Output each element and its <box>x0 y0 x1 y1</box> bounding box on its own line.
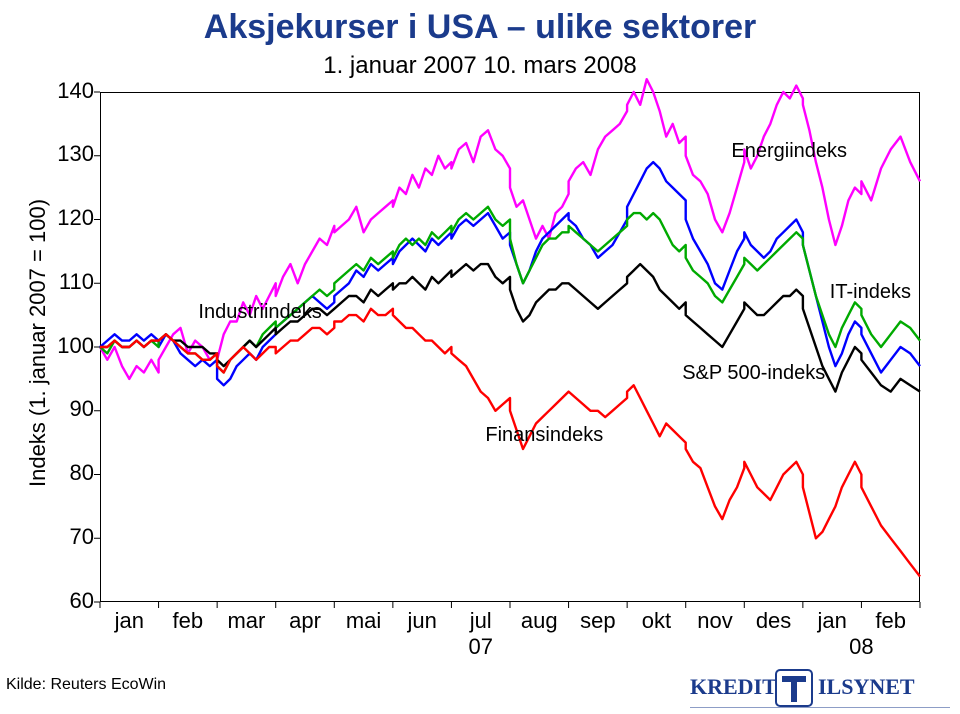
chart-subtitle: 1. januar 2007 10. mars 2008 <box>0 52 960 80</box>
x-tick-label: feb <box>871 608 911 634</box>
y-tick-label: 90 <box>44 396 94 422</box>
x-tick-label: jun <box>402 608 442 634</box>
source-credit: Kilde: Reuters EcoWin <box>6 676 166 694</box>
series-label: IT-indeks <box>830 281 911 304</box>
chart-title: Aksjekurser i USA – ulike sektorer <box>0 8 960 47</box>
y-tick-label: 130 <box>44 141 94 167</box>
x-tick-label: sep <box>578 608 618 634</box>
y-tick-label: 80 <box>44 460 94 486</box>
x-year-label: 07 <box>466 634 496 660</box>
series-label: S&P 500-indeks <box>682 362 825 385</box>
y-tick-label: 110 <box>44 269 94 295</box>
logo-t-icon <box>776 670 812 706</box>
x-year-label: 08 <box>846 634 876 660</box>
x-tick-label: aug <box>519 608 559 634</box>
logo-svg: KREDIT ILSYNET <box>690 668 950 708</box>
x-tick-label: nov <box>695 608 735 634</box>
logo-right-text: ILSYNET <box>818 674 915 699</box>
series-label: Energiindeks <box>731 140 847 163</box>
y-tick-label: 140 <box>44 78 94 104</box>
page: Aksjekurser i USA – ulike sektorer 1. ja… <box>0 0 960 714</box>
series-label: Finansindeks <box>485 424 603 447</box>
y-tick-label: 60 <box>44 588 94 614</box>
kredittilsynet-logo: KREDIT ILSYNET <box>690 668 950 708</box>
series-line <box>100 162 920 385</box>
x-tick-label: apr <box>285 608 325 634</box>
y-tick-label: 100 <box>44 333 94 359</box>
x-tick-label: jan <box>812 608 852 634</box>
y-tick-label: 70 <box>44 524 94 550</box>
x-tick-label: feb <box>168 608 208 634</box>
x-tick-label: okt <box>636 608 676 634</box>
logo-left-text: KREDIT <box>690 674 777 699</box>
x-tick-label: des <box>754 608 794 634</box>
x-tick-label: jan <box>109 608 149 634</box>
y-tick-label: 120 <box>44 205 94 231</box>
x-tick-label: mar <box>226 608 266 634</box>
x-tick-label: mai <box>344 608 384 634</box>
series-label: Industriindeks <box>198 301 321 324</box>
x-tick-label: jul <box>461 608 501 634</box>
